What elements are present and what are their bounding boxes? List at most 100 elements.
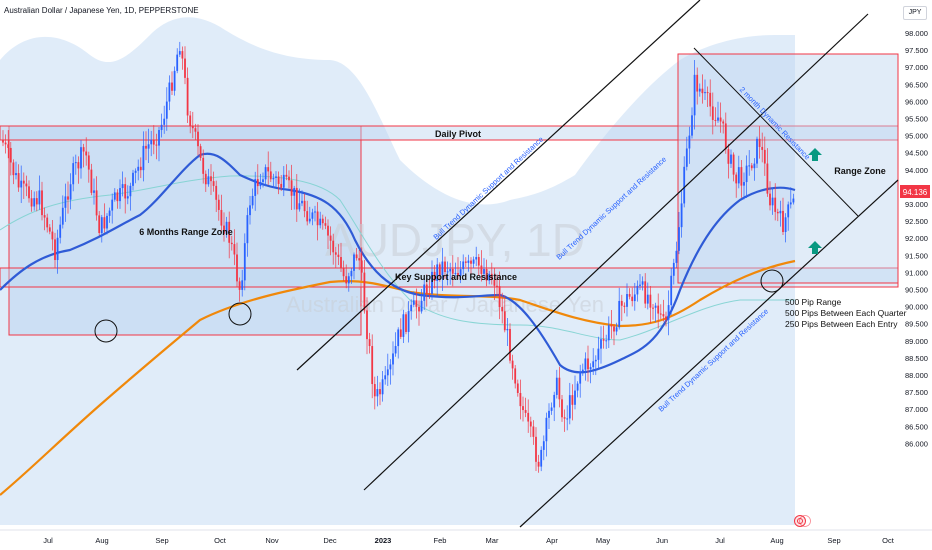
time-tick-label: 2023 xyxy=(375,536,392,545)
price-tick-label: 92.000 xyxy=(905,234,928,243)
candle-body xyxy=(735,174,738,184)
candle-body xyxy=(537,461,540,467)
candle-body xyxy=(425,284,428,294)
price-tick-label: 95.500 xyxy=(905,115,928,124)
candle-body xyxy=(77,162,80,169)
candle-body xyxy=(25,183,28,187)
bull-trend-lower-line[interactable] xyxy=(519,179,899,528)
candle-body xyxy=(672,262,675,276)
candle-body xyxy=(722,121,725,124)
candle-body xyxy=(753,163,756,169)
candle-body xyxy=(436,264,439,281)
candle-body xyxy=(262,179,264,183)
candle-body xyxy=(459,269,462,276)
candle-body xyxy=(665,316,667,320)
currency-button[interactable]: JPY xyxy=(903,6,927,20)
candle-body xyxy=(293,187,296,196)
candle-body xyxy=(506,328,509,331)
candle-body xyxy=(33,198,36,207)
candle-body xyxy=(410,304,413,312)
touch-circle-oct[interactable] xyxy=(228,302,252,326)
candle-body xyxy=(423,284,426,301)
candle-body xyxy=(207,176,210,185)
candle-body xyxy=(449,268,452,272)
candle-body xyxy=(568,395,571,419)
candle-body xyxy=(389,364,392,370)
candle-body xyxy=(444,261,446,272)
candle-body xyxy=(137,166,140,171)
candle-body xyxy=(48,227,51,232)
candle-body xyxy=(602,339,605,341)
candle-body xyxy=(61,207,64,225)
touch-circle-aug[interactable] xyxy=(94,319,118,343)
candle-body xyxy=(199,146,202,158)
candlestick-series[interactable] xyxy=(2,41,795,473)
candle-body xyxy=(454,272,457,274)
price-tick-label: 88.500 xyxy=(905,354,928,363)
range-zone-box[interactable] xyxy=(677,53,899,284)
dynamic-resistance-line[interactable] xyxy=(693,47,859,217)
candle-body xyxy=(121,184,124,189)
candle-body xyxy=(558,377,561,400)
candle-body xyxy=(514,368,517,384)
candle-body xyxy=(678,227,680,251)
candle-body xyxy=(412,300,415,305)
bull-trend-upper-line[interactable] xyxy=(296,0,701,371)
candle-body xyxy=(350,270,353,277)
candle-body xyxy=(618,300,621,328)
candle-body xyxy=(288,176,290,181)
candle-body xyxy=(4,142,7,145)
time-axis[interactable]: Jul Aug Sep Oct Nov Dec 2023 Feb Mar Apr May Jun Jul… xyxy=(43,536,895,545)
candle-body xyxy=(116,192,119,202)
touch-circle-aug-2023[interactable] xyxy=(760,269,784,293)
candle-body xyxy=(178,51,181,55)
candle-body xyxy=(381,379,384,395)
time-tick-label: Jul xyxy=(43,536,53,545)
candle-body xyxy=(545,417,548,442)
candle-body xyxy=(82,147,85,152)
candle-body xyxy=(316,211,319,226)
candle-body xyxy=(709,92,712,107)
candle-body xyxy=(620,300,623,306)
candle-body xyxy=(789,202,792,205)
candle-body xyxy=(399,329,402,337)
candle-body xyxy=(165,101,168,119)
candle-body xyxy=(220,209,223,226)
candle-body xyxy=(485,269,488,281)
candle-body xyxy=(366,310,368,340)
candle-body xyxy=(724,123,727,150)
candle-body xyxy=(272,177,275,180)
candle-body xyxy=(763,149,766,164)
time-tick-label: Jul xyxy=(715,536,725,545)
candle-body xyxy=(748,165,751,167)
replay-icon[interactable] xyxy=(794,515,811,527)
candle-body xyxy=(30,198,33,207)
candle-body xyxy=(197,131,199,147)
candle-body xyxy=(254,179,257,196)
candle-body xyxy=(522,406,524,411)
candle-body xyxy=(745,165,748,183)
candle-body xyxy=(626,294,628,307)
price-tick-label: 91.000 xyxy=(905,268,928,277)
candle-body xyxy=(327,225,329,236)
price-axis[interactable]: 98.000 97.500 97.000 96.500 96.000 95.500 95.0… xyxy=(905,29,928,448)
fast-moving-average xyxy=(0,152,796,374)
candle-body xyxy=(215,185,218,200)
candle-body xyxy=(769,193,771,206)
candle-body xyxy=(636,285,639,295)
candle-body xyxy=(285,174,288,177)
candle-body xyxy=(51,231,54,240)
candle-body xyxy=(145,145,147,149)
candle-body xyxy=(204,173,207,185)
candle-body xyxy=(592,361,595,368)
candle-body xyxy=(628,294,631,297)
time-tick-label: Aug xyxy=(770,536,783,545)
price-tick-label: 96.000 xyxy=(905,97,928,106)
candle-body xyxy=(20,180,23,188)
time-tick-label: Sep xyxy=(827,536,840,545)
candle-body xyxy=(256,179,259,187)
candle-body xyxy=(587,358,589,370)
bull-trend-middle-line[interactable] xyxy=(363,13,869,491)
price-tick-label: 97.500 xyxy=(905,46,928,55)
